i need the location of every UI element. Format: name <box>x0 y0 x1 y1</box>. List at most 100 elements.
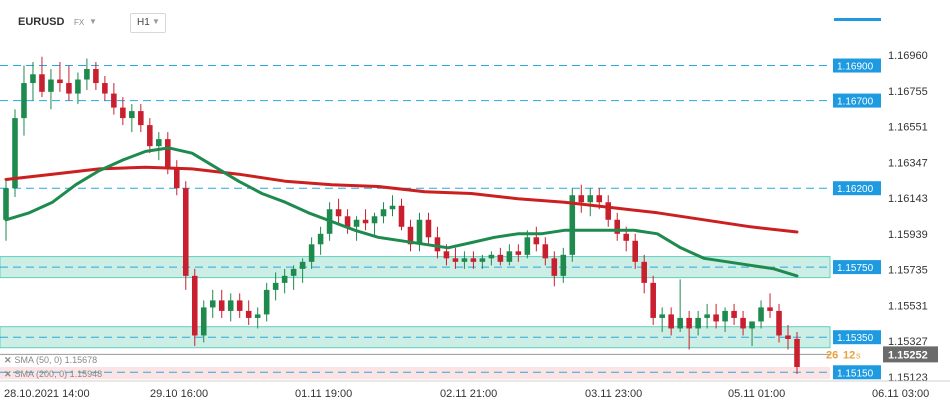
legend-sma200[interactable]: ✕ SMA (200, 0) 1.15948 <box>4 368 102 380</box>
candle-body[interactable] <box>57 79 63 84</box>
candle-body[interactable] <box>668 314 674 329</box>
candle-body[interactable] <box>165 139 171 168</box>
candle-body[interactable] <box>596 195 603 203</box>
candle-body[interactable] <box>317 233 324 245</box>
candle-body[interactable] <box>704 314 710 318</box>
candle-body[interactable] <box>227 300 234 311</box>
candle-body[interactable] <box>290 268 297 276</box>
candle-body[interactable] <box>344 216 351 227</box>
candle-body[interactable] <box>650 282 656 318</box>
candle-body[interactable] <box>102 83 108 94</box>
candle-body[interactable] <box>578 195 585 203</box>
legend-sma50[interactable]: ✕ SMA (50, 0) 1.15678 <box>4 354 97 366</box>
candle-body[interactable] <box>66 83 72 94</box>
timeframe-select[interactable]: H1 ▼ <box>130 13 166 33</box>
candle-body[interactable] <box>686 317 692 329</box>
level-label-box[interactable] <box>833 93 881 108</box>
level-label-box[interactable] <box>833 58 881 73</box>
candle-body[interactable] <box>452 258 459 262</box>
candle-body[interactable] <box>479 258 486 262</box>
candle-body[interactable] <box>362 219 369 224</box>
candle-body[interactable] <box>524 237 531 255</box>
candle-body[interactable] <box>120 107 126 119</box>
close-icon[interactable]: ✕ <box>4 369 12 379</box>
candle-body[interactable] <box>533 237 540 245</box>
close-icon[interactable]: ✕ <box>4 355 12 365</box>
candle-body[interactable] <box>389 205 396 210</box>
symbol-name[interactable]: EURUSD <box>18 16 65 28</box>
candle-body[interactable] <box>182 188 189 276</box>
candle-body[interactable] <box>497 254 504 262</box>
candle-body[interactable] <box>416 219 423 245</box>
candle-body[interactable] <box>48 79 54 92</box>
candle-body[interactable] <box>434 237 441 252</box>
candle-body[interactable] <box>21 83 27 119</box>
candle-body[interactable] <box>254 314 261 318</box>
candle-body[interactable] <box>551 258 558 276</box>
candle-body[interactable] <box>794 338 800 368</box>
candle-body[interactable] <box>111 93 117 108</box>
candle-body[interactable] <box>605 202 612 220</box>
candle-body[interactable] <box>425 219 432 238</box>
candle-body[interactable] <box>299 261 306 269</box>
candle-body[interactable] <box>200 307 207 336</box>
candle-body[interactable] <box>39 74 45 92</box>
level-label-box[interactable] <box>833 365 881 380</box>
candle-body[interactable] <box>75 79 81 94</box>
candle-body[interactable] <box>515 251 522 255</box>
candle-body[interactable] <box>461 258 468 262</box>
candle-body[interactable] <box>407 226 414 245</box>
candle-body[interactable] <box>506 251 513 262</box>
candle-body[interactable] <box>380 209 387 217</box>
candle-body[interactable] <box>560 254 567 276</box>
candle-body[interactable] <box>147 125 153 147</box>
candle-body[interactable] <box>245 310 252 318</box>
candle-body[interactable] <box>749 321 755 329</box>
candle-body[interactable] <box>371 216 378 224</box>
candle-body[interactable] <box>677 317 683 329</box>
candle-body[interactable] <box>3 188 9 220</box>
candle-body[interactable] <box>173 167 180 189</box>
candle-body[interactable] <box>587 195 594 203</box>
candle-body[interactable] <box>281 275 288 283</box>
candle-body[interactable] <box>191 275 198 336</box>
candle-body[interactable] <box>488 254 495 259</box>
candle-body[interactable] <box>767 307 773 311</box>
candle-body[interactable] <box>209 300 216 308</box>
candle-body[interactable] <box>659 314 665 318</box>
candle-body[interactable] <box>758 307 764 322</box>
candle-body[interactable] <box>84 69 90 80</box>
level-label-box[interactable] <box>833 260 881 275</box>
level-label-box[interactable] <box>833 330 881 345</box>
candle-body[interactable] <box>398 205 405 227</box>
candle-body[interactable] <box>470 258 477 262</box>
candle-body[interactable] <box>218 300 225 311</box>
candle-body[interactable] <box>263 289 270 315</box>
symbol-dropdown-icon[interactable]: ▼ <box>89 17 97 26</box>
candle-body[interactable] <box>785 335 791 339</box>
candle-body[interactable] <box>353 219 360 227</box>
candle-body[interactable] <box>614 219 621 234</box>
candle-body[interactable] <box>623 233 630 241</box>
candle-body[interactable] <box>129 111 135 119</box>
candle-body[interactable] <box>776 310 782 336</box>
candle-body[interactable] <box>236 300 243 311</box>
candle-body[interactable] <box>569 195 576 255</box>
candle-body[interactable] <box>632 240 638 262</box>
candle-body[interactable] <box>272 282 279 290</box>
candle-body[interactable] <box>138 111 144 126</box>
candle-body[interactable] <box>443 251 450 259</box>
candle-body[interactable] <box>335 209 342 217</box>
candle-body[interactable] <box>695 317 701 329</box>
candle-body[interactable] <box>740 317 746 329</box>
candle-body[interactable] <box>542 244 549 259</box>
candle-body[interactable] <box>713 314 719 322</box>
candle-body[interactable] <box>641 261 647 283</box>
level-label-box[interactable] <box>833 181 881 196</box>
candle-body[interactable] <box>93 69 99 84</box>
candle-body[interactable] <box>156 139 162 147</box>
candle-body[interactable] <box>12 118 18 189</box>
candle-body[interactable] <box>731 310 737 318</box>
candle-body[interactable] <box>30 74 36 84</box>
